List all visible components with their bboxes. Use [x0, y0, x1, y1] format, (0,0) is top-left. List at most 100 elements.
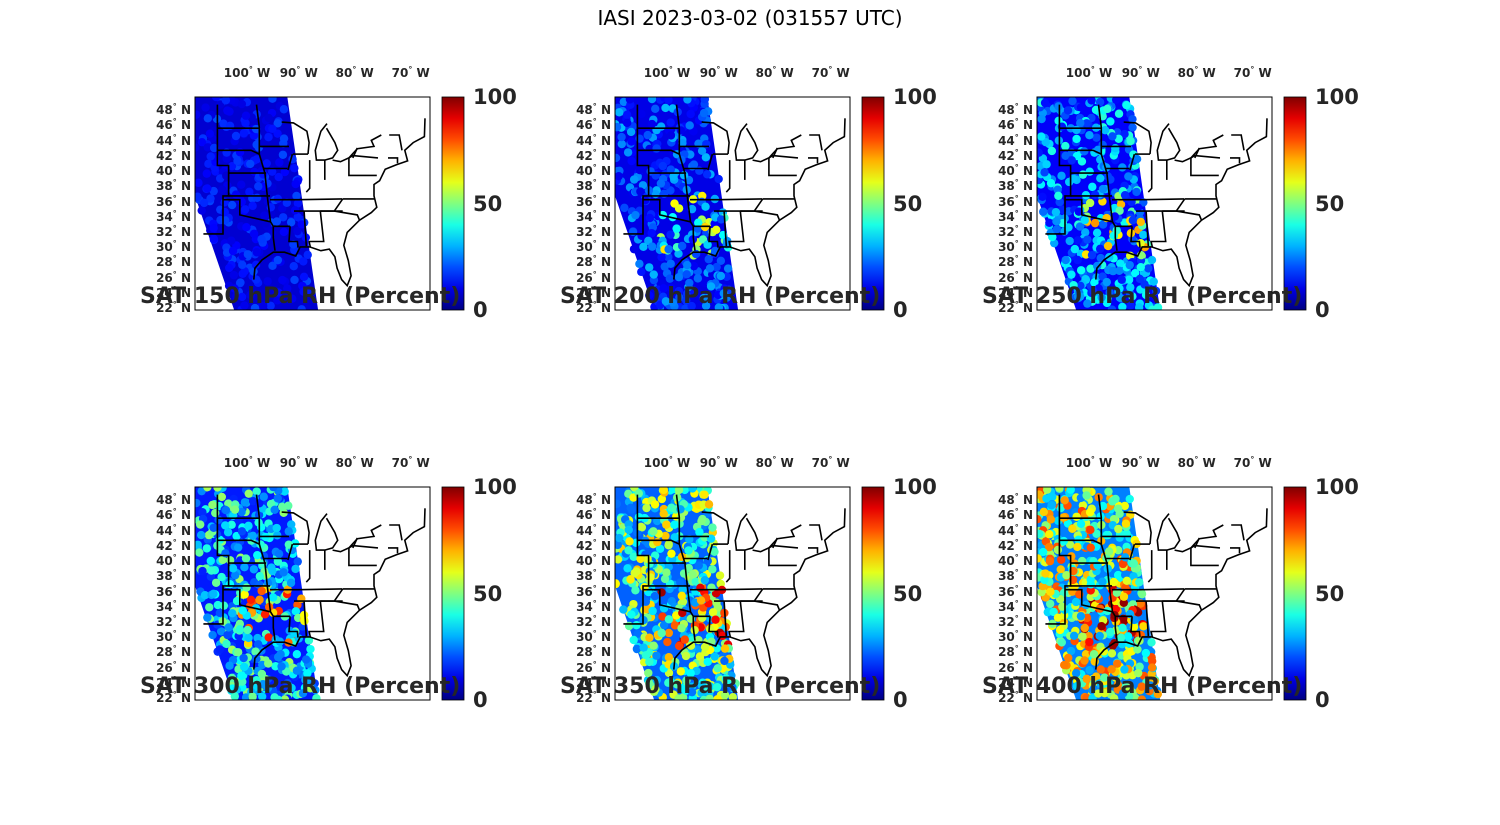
rh-observation-dot: [273, 296, 282, 305]
rh-observation-dot: [652, 144, 661, 153]
rh-observation-dot: [239, 653, 248, 663]
rh-observation-dot: [1087, 250, 1097, 260]
map-panel-350: 100° W 90° W 80° W 70° W 48° N 46° N 44° N 42° …: [560, 452, 980, 752]
rh-observation-dot: [1100, 673, 1109, 682]
rh-observation-dot: [1085, 130, 1094, 140]
rh-observation-dot: [1037, 514, 1042, 524]
state-border: [1190, 547, 1219, 567]
rh-observation-dot: [643, 554, 652, 564]
rh-observation-dot: [1147, 638, 1156, 647]
latitude-tick-label: 28° N: [998, 254, 1033, 270]
rh-observation-dot: [1081, 649, 1091, 659]
rh-observation-dot: [672, 679, 681, 689]
state-border: [752, 524, 802, 553]
rh-observation-dot: [1080, 215, 1089, 225]
rh-observation-dot: [1104, 547, 1114, 556]
rh-observation-dot: [1137, 589, 1147, 599]
rh-observation-dot: [1123, 632, 1133, 641]
rh-observation-dot: [1104, 487, 1113, 496]
rh-observation-dot: [645, 291, 654, 300]
rh-observation-dot: [685, 278, 694, 288]
rh-observation-dot: [1054, 102, 1063, 111]
rh-observation-dot: [196, 530, 206, 540]
rh-observation-dot: [688, 570, 697, 579]
rh-observation-dot: [1102, 530, 1111, 540]
coastline: [673, 118, 846, 288]
rh-observation-dot: [661, 103, 670, 113]
state-border: [740, 198, 764, 212]
rh-observation-dot: [615, 108, 624, 117]
state-border: [303, 601, 308, 637]
rh-observation-dot: [283, 284, 292, 293]
rh-observation-dot: [1118, 623, 1127, 632]
rh-observation-dot: [697, 688, 706, 698]
rh-observation-dot: [1052, 225, 1062, 234]
rh-observation-dot: [237, 671, 246, 680]
state-border: [1097, 494, 1118, 641]
colorbar: [861, 96, 885, 311]
rh-observation-dot: [206, 556, 215, 566]
rh-observation-dot: [1126, 301, 1135, 310]
state-border: [1147, 550, 1153, 583]
rh-observation-dot: [225, 580, 235, 589]
rh-observation-dot: [218, 555, 227, 565]
rh-observation-dot: [303, 250, 312, 260]
rh-observation-dot: [622, 118, 632, 128]
rh-observation-dot: [252, 193, 262, 203]
rh-observation-dot: [272, 217, 282, 226]
state-border: [1156, 123, 1181, 161]
rh-observation-dot: [231, 131, 241, 141]
rh-observation-dot: [714, 174, 723, 184]
rh-observation-dot: [274, 288, 283, 297]
rh-observation-dot: [615, 540, 622, 550]
latitude-tick-label: 22° N: [156, 690, 191, 705]
rh-observation-dot: [647, 119, 657, 129]
state-border: [701, 121, 730, 155]
rh-observation-dot: [263, 578, 273, 588]
rh-observation-dot: [291, 564, 300, 574]
rh-observation-dot: [1080, 656, 1089, 665]
rh-observation-dot: [1120, 190, 1130, 200]
rh-observation-dot: [642, 503, 651, 513]
rh-observation-dot: [1115, 266, 1124, 276]
rh-observation-dot: [1042, 160, 1051, 169]
state-border: [217, 539, 260, 545]
latitude-tick-label: 28° N: [156, 644, 191, 660]
rh-observation-dot: [615, 171, 623, 181]
rh-observation-dot: [1118, 559, 1128, 569]
rh-observation-dot: [1047, 146, 1057, 156]
rh-observation-dot: [695, 652, 705, 661]
rh-observation-dot: [1083, 235, 1092, 244]
state-border: [725, 550, 731, 583]
latitude-tick-label: 34° N: [576, 208, 611, 224]
state-border: [1231, 524, 1245, 541]
rh-observation-dot: [652, 675, 661, 685]
latitude-tick-label: 26° N: [576, 269, 611, 285]
rh-observation-dot: [1122, 100, 1131, 110]
latitude-tick-label: 46° N: [156, 117, 191, 133]
rh-observation-dot: [238, 606, 248, 615]
rh-observation-dot: [206, 152, 215, 161]
rh-observation-dot: [237, 527, 247, 536]
rh-observation-dot: [664, 628, 674, 638]
rh-observation-dot: [209, 223, 218, 233]
latitude-tick-label: 24° N: [998, 674, 1033, 690]
longitude-tick-label: 90° W: [279, 455, 318, 470]
rh-observation-dot: [289, 240, 298, 249]
latitude-tick-label: 26° N: [156, 659, 191, 675]
rh-observation-dot: [708, 523, 717, 532]
latitude-tick-label: 36° N: [998, 193, 1033, 209]
rh-observation-dot: [312, 694, 321, 700]
rh-observation-dot: [217, 492, 227, 502]
rh-observation-dot: [1107, 665, 1116, 674]
rh-observation-dot: [1041, 137, 1050, 147]
state-border: [734, 123, 759, 161]
rh-observation-dot: [713, 664, 722, 673]
latitude-tick-label: 36° N: [156, 583, 191, 599]
longitude-tick-label: 100° W: [1065, 455, 1113, 470]
rh-observation-dot: [1115, 206, 1124, 215]
state-border: [1230, 547, 1241, 554]
state-border: [389, 134, 403, 151]
rh-observation-dot: [268, 566, 277, 576]
rh-observation-dot: [674, 641, 684, 651]
